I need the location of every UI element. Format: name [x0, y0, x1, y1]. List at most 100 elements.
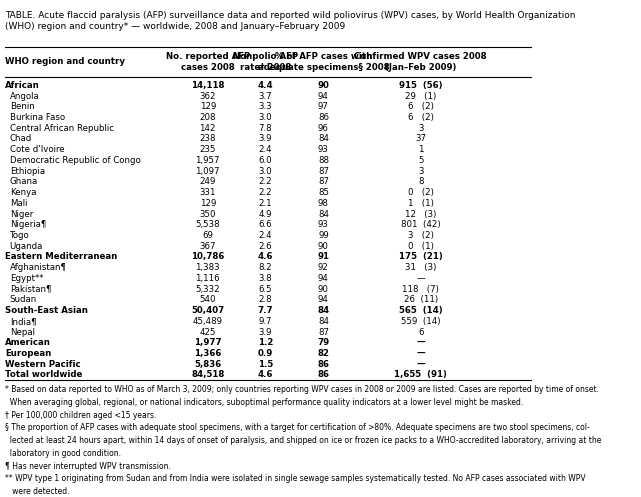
- Text: Niger: Niger: [10, 210, 33, 219]
- Text: 1,383: 1,383: [196, 263, 220, 272]
- Text: laboratory in good condition.: laboratory in good condition.: [5, 449, 121, 458]
- Text: 87: 87: [318, 166, 329, 175]
- Text: 367: 367: [199, 242, 216, 250]
- Text: 84: 84: [317, 306, 329, 315]
- Text: 86: 86: [317, 370, 329, 379]
- Text: 540: 540: [199, 295, 216, 304]
- Text: 118   (7): 118 (7): [403, 285, 439, 294]
- Text: 6.0: 6.0: [259, 156, 272, 165]
- Text: 9.7: 9.7: [259, 317, 272, 326]
- Text: 2.4: 2.4: [259, 145, 272, 154]
- Text: 6: 6: [418, 328, 424, 336]
- Text: 2.1: 2.1: [259, 199, 272, 208]
- Text: 2.2: 2.2: [259, 177, 272, 186]
- Text: 3.0: 3.0: [259, 113, 272, 122]
- Text: 3.9: 3.9: [259, 328, 272, 336]
- Text: WHO region and country: WHO region and country: [5, 57, 126, 66]
- Text: Central African Republic: Central African Republic: [10, 124, 113, 133]
- Text: —: —: [416, 338, 425, 347]
- Text: 88: 88: [318, 156, 329, 165]
- Text: 91: 91: [317, 252, 329, 261]
- Text: 2.4: 2.4: [259, 231, 272, 240]
- Text: 3: 3: [418, 124, 424, 133]
- Text: 142: 142: [199, 124, 216, 133]
- Text: 90: 90: [318, 242, 329, 250]
- Text: lected at least 24 hours apart, within 14 days of onset of paralysis, and shippe: lected at least 24 hours apart, within 1…: [5, 436, 602, 445]
- Text: American: American: [5, 338, 51, 347]
- Text: 4.9: 4.9: [259, 210, 272, 219]
- Text: Eastern Mediterranean: Eastern Mediterranean: [5, 252, 117, 261]
- Text: 3.8: 3.8: [259, 274, 272, 283]
- Text: 92: 92: [318, 263, 329, 272]
- Text: African: African: [5, 81, 40, 90]
- Text: Kenya: Kenya: [10, 188, 36, 197]
- Text: 3: 3: [418, 166, 424, 175]
- Text: 87: 87: [318, 328, 329, 336]
- Text: Angola: Angola: [10, 91, 39, 100]
- Text: 238: 238: [199, 135, 216, 144]
- Text: Pakistan¶: Pakistan¶: [10, 285, 51, 294]
- Text: % of AFP cases with
adequate specimens§ 2008: % of AFP cases with adequate specimens§ …: [258, 52, 389, 72]
- Text: TABLE. Acute flaccid paralysis (AFP) surveillance data and reported wild poliovi: TABLE. Acute flaccid paralysis (AFP) sur…: [5, 11, 576, 31]
- Text: 2.6: 2.6: [259, 242, 272, 250]
- Text: Togo: Togo: [10, 231, 29, 240]
- Text: 1,977: 1,977: [194, 338, 222, 347]
- Text: 29   (1): 29 (1): [405, 91, 437, 100]
- Text: 249: 249: [199, 177, 216, 186]
- Text: Nepal: Nepal: [10, 328, 35, 336]
- Text: 1   (1): 1 (1): [408, 199, 433, 208]
- Text: 93: 93: [318, 220, 329, 229]
- Text: 4.6: 4.6: [258, 252, 273, 261]
- Text: 85: 85: [318, 188, 329, 197]
- Text: 3.3: 3.3: [259, 102, 272, 111]
- Text: 3   (2): 3 (2): [408, 231, 433, 240]
- Text: Confirmed WPV cases 2008
(Jan–Feb 2009): Confirmed WPV cases 2008 (Jan–Feb 2009): [354, 52, 487, 72]
- Text: 96: 96: [318, 124, 329, 133]
- Text: 94: 94: [318, 91, 329, 100]
- Text: 559  (14): 559 (14): [401, 317, 440, 326]
- Text: 84: 84: [318, 210, 329, 219]
- Text: 50,407: 50,407: [191, 306, 224, 315]
- Text: Benin: Benin: [10, 102, 35, 111]
- Text: Nonpolio AFP
rate† 2008: Nonpolio AFP rate† 2008: [233, 52, 298, 72]
- Text: —: —: [417, 274, 425, 283]
- Text: Uganda: Uganda: [10, 242, 43, 250]
- Text: Mali: Mali: [10, 199, 27, 208]
- Text: 425: 425: [199, 328, 216, 336]
- Text: 90: 90: [318, 285, 329, 294]
- Text: 331: 331: [199, 188, 216, 197]
- Text: 8.2: 8.2: [259, 263, 272, 272]
- Text: 37: 37: [415, 135, 426, 144]
- Text: 87: 87: [318, 177, 329, 186]
- Text: 350: 350: [199, 210, 216, 219]
- Text: 26  (11): 26 (11): [404, 295, 438, 304]
- Text: § The proportion of AFP cases with adequate stool specimens, with a target for c: § The proportion of AFP cases with adequ…: [5, 423, 590, 432]
- Text: 235: 235: [199, 145, 216, 154]
- Text: 915  (56): 915 (56): [399, 81, 442, 90]
- Text: 1,366: 1,366: [194, 349, 221, 358]
- Text: 1,097: 1,097: [196, 166, 220, 175]
- Text: 3.7: 3.7: [259, 91, 272, 100]
- Text: 99: 99: [318, 231, 329, 240]
- Text: 8: 8: [418, 177, 424, 186]
- Text: 12   (3): 12 (3): [405, 210, 437, 219]
- Text: 10,786: 10,786: [191, 252, 224, 261]
- Text: 1.2: 1.2: [258, 338, 273, 347]
- Text: No. reported AFP
cases 2008: No. reported AFP cases 2008: [165, 52, 250, 72]
- Text: 98: 98: [318, 199, 329, 208]
- Text: 3.9: 3.9: [259, 135, 272, 144]
- Text: 0.9: 0.9: [258, 349, 273, 358]
- Text: 7.7: 7.7: [258, 306, 274, 315]
- Text: 801  (42): 801 (42): [401, 220, 440, 229]
- Text: ** WPV type 1 originating from Sudan and from India were isolated in single sewa: ** WPV type 1 originating from Sudan and…: [5, 475, 586, 484]
- Text: Total worldwide: Total worldwide: [5, 370, 83, 379]
- Text: 79: 79: [317, 338, 329, 347]
- Text: 5,332: 5,332: [196, 285, 220, 294]
- Text: Nigeria¶: Nigeria¶: [10, 220, 46, 229]
- Text: When averaging global, regional, or national indicators, suboptimal performance : When averaging global, regional, or nati…: [5, 398, 524, 407]
- Text: 129: 129: [199, 199, 216, 208]
- Text: 1: 1: [418, 145, 424, 154]
- Text: 86: 86: [318, 113, 329, 122]
- Text: 1,655  (91): 1,655 (91): [394, 370, 447, 379]
- Text: —: —: [416, 360, 425, 369]
